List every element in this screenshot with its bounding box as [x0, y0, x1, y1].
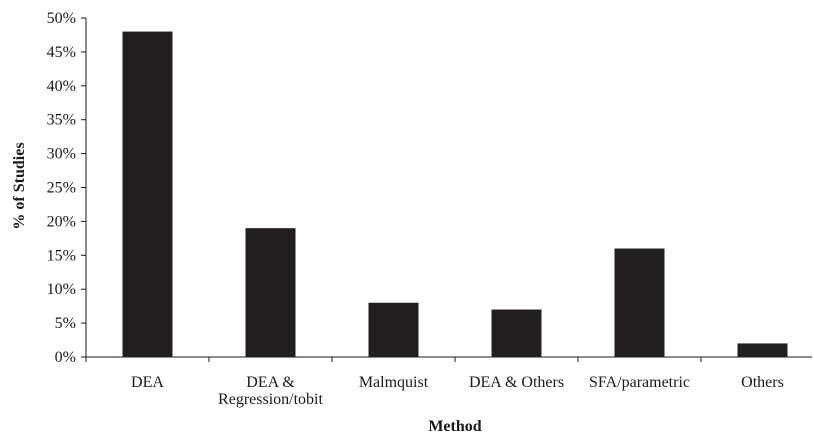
x-tick-label: DEA & Regression/tobit — [218, 374, 323, 408]
x-axis-title: Method — [428, 418, 481, 435]
x-tick-label: DEA & Others — [469, 374, 564, 391]
y-tick-label: 15% — [47, 247, 76, 264]
y-tick-label: 30% — [47, 146, 76, 163]
y-tick-label: 25% — [47, 180, 76, 197]
y-tick-label: 0% — [55, 349, 76, 366]
y-tick-label: 10% — [47, 281, 76, 298]
y-tick-label: 45% — [47, 44, 76, 61]
plot-area: 0% 5% 10% 15% 20% 25% 30% 35% 40% 45% 50% DEA DEA & R… — [47, 10, 812, 408]
y-axis-title: % of Studies — [11, 142, 28, 229]
y-tick-label: 35% — [47, 112, 76, 129]
x-tick-label: DEA — [131, 374, 164, 391]
y-tick-label: 40% — [47, 78, 76, 95]
bar — [122, 31, 173, 358]
bar — [491, 309, 542, 357]
bar — [245, 228, 296, 357]
x-tick-label: Malmquist — [359, 374, 429, 391]
x-tick-label: Others — [741, 374, 784, 391]
y-tick-label: 20% — [47, 213, 76, 230]
bar — [368, 302, 419, 357]
y-tick-label: 5% — [55, 315, 76, 332]
bar — [737, 343, 788, 357]
y-tick-label: 50% — [47, 10, 76, 27]
bar — [614, 248, 665, 357]
x-tick-label: SFA/parametric — [589, 374, 690, 391]
